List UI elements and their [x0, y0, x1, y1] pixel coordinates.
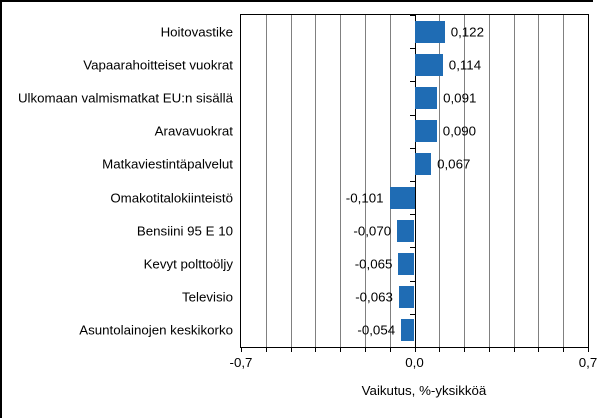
x-axis-tick: [464, 347, 466, 352]
category-label: Vapaarahoitteiset vuokrat: [83, 57, 233, 73]
category-label: Asuntolainojen keskikorko: [79, 322, 233, 338]
category-axis-tick: [409, 81, 415, 83]
gridline: [389, 15, 391, 347]
figure-border-top: [0, 0, 593, 2]
category-axis-tick: [409, 214, 415, 216]
x-axis-tick: [538, 347, 540, 352]
category-label: Kevyt polttoöljy: [143, 256, 233, 272]
bar: [397, 219, 415, 242]
x-axis-tick: [488, 347, 490, 352]
category-label: Ulkomaan valmismatkat EU:n sisällä: [17, 90, 233, 106]
bar: [414, 53, 443, 76]
gridline: [290, 15, 292, 347]
bar: [414, 20, 445, 43]
x-axis-tick: [290, 347, 292, 352]
gridline: [439, 15, 441, 347]
category-axis-tick: [409, 181, 415, 182]
value-label: 0,090: [442, 123, 477, 139]
category-axis-tick: [409, 247, 415, 249]
category-label: Omakotitalokiinteistö: [110, 189, 233, 205]
bar: [414, 87, 438, 109]
category-label: Matkaviestintäpalvelut: [102, 156, 233, 172]
category-axis-tick: [409, 347, 415, 348]
bar: [398, 253, 415, 275]
x-axis-tick: [364, 347, 366, 352]
gridline: [538, 15, 540, 347]
value-label: -0,063: [355, 289, 393, 305]
bar: [398, 286, 415, 309]
gridline: [265, 15, 267, 347]
category-axis-tick: [409, 280, 415, 282]
value-label: 0,067: [437, 156, 471, 172]
category-label: Televisio: [182, 289, 233, 305]
figure-border-left: [0, 0, 2, 418]
gridline: [340, 15, 342, 347]
x-axis-tick: [340, 347, 342, 352]
value-label: 0,114: [448, 57, 482, 73]
bar: [389, 186, 415, 209]
gridline: [464, 15, 466, 347]
x-axis-tick: [563, 347, 565, 352]
gridline: [315, 15, 317, 347]
bar: [401, 319, 415, 342]
x-axis-tick-label: -0,7: [229, 355, 253, 370]
gridline: [563, 15, 565, 347]
x-axis-tick: [414, 347, 416, 352]
value-label: -0,054: [357, 322, 396, 338]
category-axis-tick: [409, 15, 415, 16]
category-axis-tick: [409, 313, 415, 315]
category-label: Hoitovastike: [160, 23, 233, 39]
x-axis-tick-label: 0,0: [405, 355, 424, 370]
x-axis-tick: [439, 347, 441, 352]
bar: [414, 153, 432, 176]
x-axis-tick: [588, 347, 589, 352]
x-axis-tick: [241, 347, 242, 352]
x-axis-tick-label: 0,7: [578, 355, 598, 370]
category-label: Bensiini 95 E 10: [136, 223, 233, 239]
category-axis-tick: [409, 48, 415, 50]
category-axis-tick: [409, 147, 415, 149]
zero-axis-line: [414, 15, 416, 347]
gridline: [364, 15, 366, 347]
category-axis-tick: [409, 114, 415, 116]
value-label: 0,091: [443, 90, 477, 106]
gridline: [513, 15, 515, 347]
value-label: -0,065: [354, 256, 393, 272]
x-axis-tick: [389, 347, 391, 352]
x-axis-title: Vaikutus, %-yksikköä: [361, 383, 487, 398]
x-axis-tick: [513, 347, 515, 352]
gridline: [488, 15, 490, 347]
value-label: -0,070: [353, 223, 392, 239]
x-axis-tick: [265, 347, 267, 352]
category-label: Aravavuokrat: [154, 123, 233, 139]
bar: [414, 120, 437, 143]
value-label: 0,122: [450, 23, 484, 39]
value-label: -0,101: [345, 189, 384, 205]
x-axis-tick: [315, 347, 317, 352]
